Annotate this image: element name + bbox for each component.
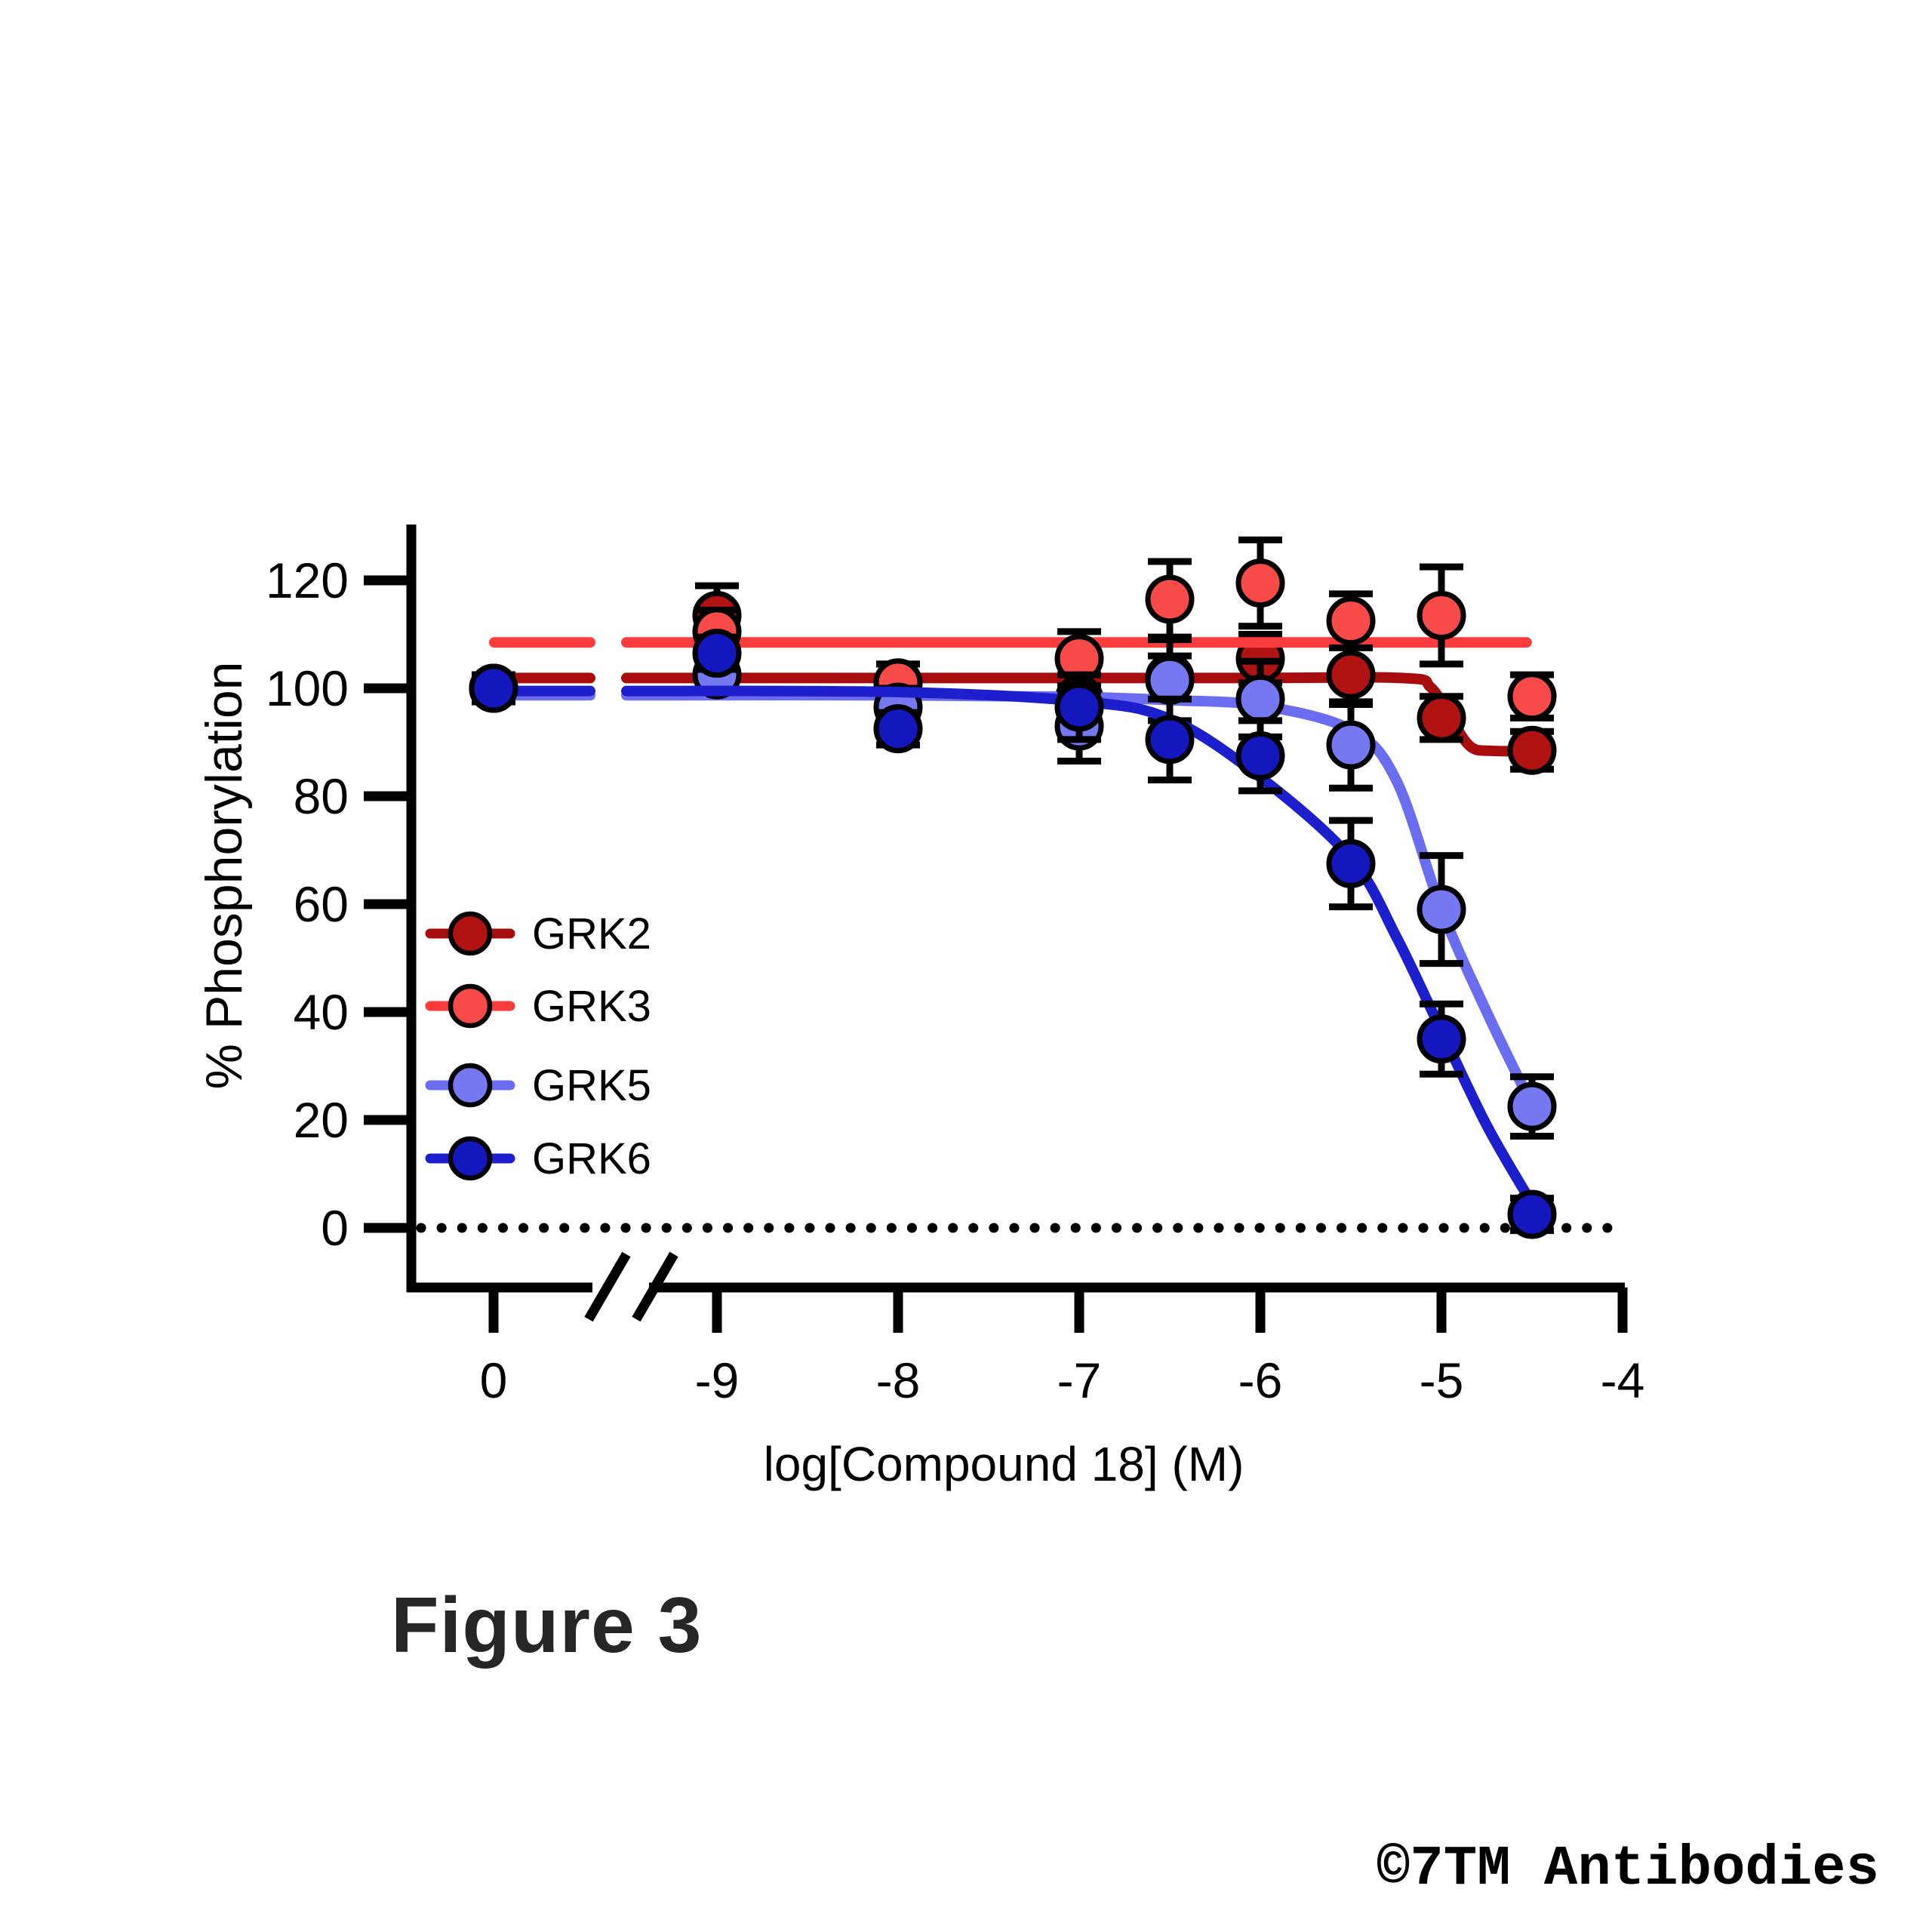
y-tick-label: 20 [294,1092,349,1148]
data-point-marker [1326,596,1376,646]
data-point-marker [873,704,923,754]
x-axis-title: log[Compound 18] (M) [764,1437,1244,1491]
data-point-marker [1417,1014,1466,1064]
legend-marker-swatch [448,1136,493,1181]
y-tick-label: 100 [266,660,349,716]
y-tick-label: 120 [266,552,349,608]
data-point-marker [1417,884,1466,934]
legend-label: GRK5 [532,1061,651,1110]
data-point-marker [1235,731,1285,780]
figure-caption: Figure 3 [391,1582,703,1669]
x-tick-label: -5 [1420,1352,1464,1408]
axis-break-slash [632,1251,678,1322]
legend-item-grk2: GRK2 [425,909,651,958]
series-grk6 [469,629,1557,1239]
x-tick-label: -6 [1238,1352,1283,1408]
series-grk2 [469,582,1557,775]
data-point-marker [1235,674,1285,724]
data-point-marker [692,629,742,678]
data-point-marker [1417,590,1466,640]
x-tick-label: -7 [1057,1352,1102,1408]
legend-item-grk6: GRK6 [425,1134,651,1183]
x-tick-label: -8 [876,1352,921,1408]
data-point-marker [1326,720,1376,770]
legend-label: GRK2 [532,909,651,958]
data-point-marker [469,663,518,713]
legend-marker-swatch [448,1063,493,1108]
data-point-marker [1145,655,1195,705]
y-tick-label: 80 [294,768,349,824]
data-point-marker [1054,682,1104,732]
legend-marker-swatch [448,983,493,1029]
y-tick-label: 0 [321,1200,349,1256]
data-point-marker [1326,838,1376,888]
fit-curve [621,672,1532,757]
chart-legend: GRK2 GRK3 GRK5 GRK6 [425,909,651,1183]
copyright-watermark: ©7TM Antibodies [1376,1838,1879,1901]
legend-marker-swatch [448,911,493,956]
axis-break-slash [584,1251,631,1322]
data-point-marker [1417,693,1466,743]
x-tick-label: -4 [1601,1352,1645,1408]
y-axis-title: % Phosphorylation [195,661,253,1089]
data-point-marker [1507,1189,1557,1239]
data-point-marker [1507,1081,1557,1131]
data-point-marker [1145,574,1195,624]
y-tick-label: 40 [294,984,349,1040]
legend-item-grk3: GRK3 [425,982,651,1031]
y-tick-label: 60 [294,876,349,932]
axes-layer: 0 20 40 60 80 100 120 0 -9 -8 -7 -6 -5 -4 [266,525,1644,1408]
legend-item-grk5: GRK5 [425,1061,651,1110]
data-point-marker [1145,715,1195,764]
x-tick-label: 0 [480,1352,508,1408]
data-point-marker [1326,650,1376,700]
series-layer [469,536,1557,1239]
data-point-marker [1235,558,1285,608]
x-tick-label: -9 [695,1352,740,1408]
legend-label: GRK6 [532,1134,651,1183]
data-point-marker [1507,725,1557,775]
fit-curve [621,685,1537,1209]
legend-label: GRK3 [532,982,651,1031]
data-point-marker [1507,672,1557,721]
